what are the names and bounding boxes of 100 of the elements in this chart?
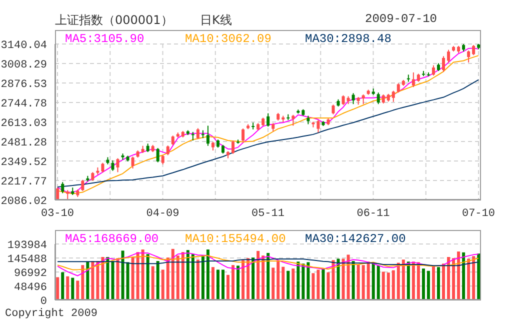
bar <box>221 270 224 300</box>
bar <box>206 249 210 300</box>
bar <box>452 258 456 300</box>
bar <box>276 261 280 300</box>
bar <box>211 267 214 300</box>
y-tick-label: 3140.04 <box>0 40 48 52</box>
bar <box>86 262 90 300</box>
bar <box>382 272 385 300</box>
bar <box>272 268 275 300</box>
bar <box>336 258 340 300</box>
bar <box>316 270 320 300</box>
x-tick-label: 03-10 <box>41 208 74 220</box>
bar <box>141 249 144 300</box>
bar <box>256 250 260 300</box>
text: MA5:3105.90 <box>65 32 146 46</box>
x-tick-label: 04-09 <box>146 208 180 220</box>
bar <box>131 257 134 300</box>
bar <box>176 256 180 300</box>
y-tick-label: 2349.52 <box>0 156 47 169</box>
series-label: MA30:142627.00 <box>305 232 407 246</box>
y-tick-label: 3008.29 <box>0 59 47 72</box>
line-series <box>57 79 479 188</box>
bar <box>111 261 114 300</box>
bar <box>191 254 194 300</box>
bar <box>416 262 420 300</box>
bar <box>201 256 204 300</box>
y-tick-label: 0 <box>40 296 47 308</box>
bar <box>447 256 450 300</box>
text: Copyright 2009 <box>5 308 98 320</box>
text: 2009-07-10 <box>365 12 438 26</box>
bar <box>342 258 345 300</box>
bar <box>266 252 270 300</box>
bar <box>262 256 265 300</box>
bar <box>181 252 184 300</box>
chart-subtitle: 日K线 <box>200 12 232 29</box>
y-tick-label: 2613.03 <box>0 118 47 130</box>
bar <box>226 274 230 300</box>
bar <box>352 261 355 300</box>
bar <box>166 258 170 300</box>
bar <box>396 262 400 300</box>
bar <box>422 268 425 300</box>
bar <box>366 262 370 300</box>
x-tick-label: 05-11 <box>251 208 285 220</box>
bar <box>292 268 295 300</box>
bar <box>151 266 154 300</box>
x-tick-label: 07-10 <box>462 208 495 220</box>
bar <box>81 265 84 300</box>
bar <box>462 252 466 300</box>
bar <box>302 264 305 300</box>
bar <box>126 262 130 300</box>
bar <box>171 248 174 300</box>
bar <box>442 264 446 300</box>
bar <box>146 254 150 300</box>
bar <box>326 272 330 300</box>
bar <box>252 258 255 300</box>
bar <box>136 252 140 300</box>
series-label: MA10:155494.00 <box>185 232 287 246</box>
series-label: MA5:168669.00 <box>65 232 160 246</box>
bar <box>232 265 235 300</box>
line-series <box>57 258 479 266</box>
bar <box>76 280 80 300</box>
bar <box>392 270 395 300</box>
bar <box>312 273 315 300</box>
y-tick-label: 2744.78 <box>0 98 47 110</box>
bar <box>296 262 300 300</box>
bar <box>457 252 460 300</box>
bar <box>386 272 390 300</box>
chart-title: 上证指数（000001） <box>55 12 173 29</box>
text: MA10:3062.09 <box>185 32 272 46</box>
bar <box>242 260 245 300</box>
bar <box>106 256 110 300</box>
text: MA30:2898.48 <box>305 32 392 46</box>
y-tick-label: 2481.28 <box>0 137 47 150</box>
bar <box>186 250 190 300</box>
bar <box>116 258 120 300</box>
bar <box>156 261 160 300</box>
bar <box>362 265 365 300</box>
bar <box>346 254 350 300</box>
bar <box>332 260 335 300</box>
bar <box>66 276 70 300</box>
bar <box>477 254 480 300</box>
x-tick-label: 06-11 <box>356 208 390 220</box>
y-tick-label: 96992 <box>14 268 47 280</box>
bar <box>161 270 164 300</box>
y-tick-label: 48496 <box>14 282 47 294</box>
bar <box>467 258 470 300</box>
bar <box>322 269 325 300</box>
bar <box>412 262 415 300</box>
bar <box>282 266 285 300</box>
y-tick-label: 193984 <box>7 240 48 252</box>
bar <box>306 262 310 300</box>
bar <box>356 264 360 300</box>
bar <box>196 260 200 300</box>
bar <box>56 277 60 300</box>
bar <box>71 278 74 300</box>
bar <box>372 262 375 300</box>
line-series <box>57 252 479 276</box>
y-tick-label: 2876.53 <box>0 78 47 91</box>
bar <box>101 256 104 300</box>
y-tick-label: 145488 <box>7 254 47 266</box>
